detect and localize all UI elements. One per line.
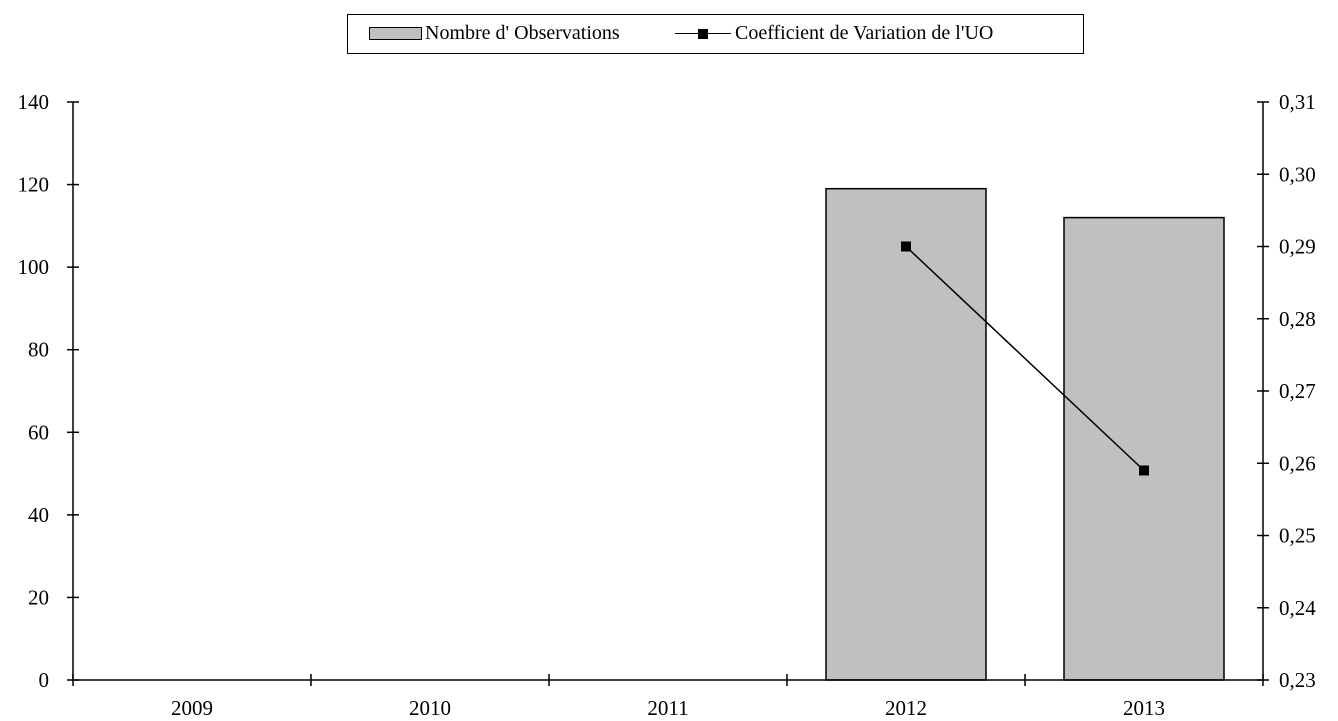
y-right-tick-label: 0,29 [1279, 235, 1316, 259]
axes [67, 101, 1269, 686]
x-tick-label-2009: 2009 [171, 696, 213, 720]
y-right-tick-label: 0,26 [1279, 451, 1316, 475]
legend-label-bar-series: Nombre d' Observations [425, 22, 620, 44]
legend-item-bar-series: Nombre d' Observations [369, 15, 620, 52]
y-right-tick-label: 0,27 [1279, 379, 1316, 403]
y-left-tick-label: 120 [18, 173, 50, 197]
y-left-tick-label: 60 [28, 420, 49, 444]
line-point-2013 [1139, 465, 1149, 476]
line-series-path [905, 245, 1145, 472]
y-left-tick-label: 100 [18, 255, 50, 279]
legend-line-swatch [675, 26, 731, 42]
y-right-tick-label: 0,31 [1279, 90, 1316, 114]
y-left-tick-label: 20 [28, 585, 49, 609]
legend-bar-swatch [369, 27, 422, 40]
x-tick-label-2012: 2012 [885, 696, 927, 720]
x-tick-label-2010: 2010 [409, 696, 451, 720]
bar-2013 [1063, 216, 1225, 681]
x-tick-label-2013: 2013 [1123, 696, 1165, 720]
line-series [901, 241, 1149, 476]
bar-2012 [825, 187, 987, 681]
y-left-tick-label: 80 [28, 338, 49, 362]
y-right-tick-label: 0,30 [1279, 162, 1316, 186]
y-left-tick-label: 40 [28, 503, 49, 527]
legend-label-line-series: Coefficient de Variation de l'UO [735, 22, 994, 44]
legend: Nombre d' Observations Coefficient de Va… [347, 14, 1084, 54]
y-right-tick-label: 0,23 [1279, 668, 1316, 692]
legend-item-line-series: Coefficient de Variation de l'UO [675, 15, 993, 52]
x-tick-label-2011: 2011 [647, 696, 688, 720]
y-right-tick-label: 0,24 [1279, 596, 1316, 620]
bar-series [825, 187, 1225, 681]
y-left-tick-label: 0 [39, 668, 50, 692]
tick-labels: 0 20 40 60 80 100 120 140 0,23 0,24 0,25 0,26 0,27 0,… [18, 90, 1317, 720]
y-left-tick-label: 140 [18, 90, 50, 114]
y-right-tick-label: 0,25 [1279, 524, 1316, 548]
y-right-tick-label: 0,28 [1279, 307, 1316, 331]
line-point-2012 [901, 241, 911, 252]
